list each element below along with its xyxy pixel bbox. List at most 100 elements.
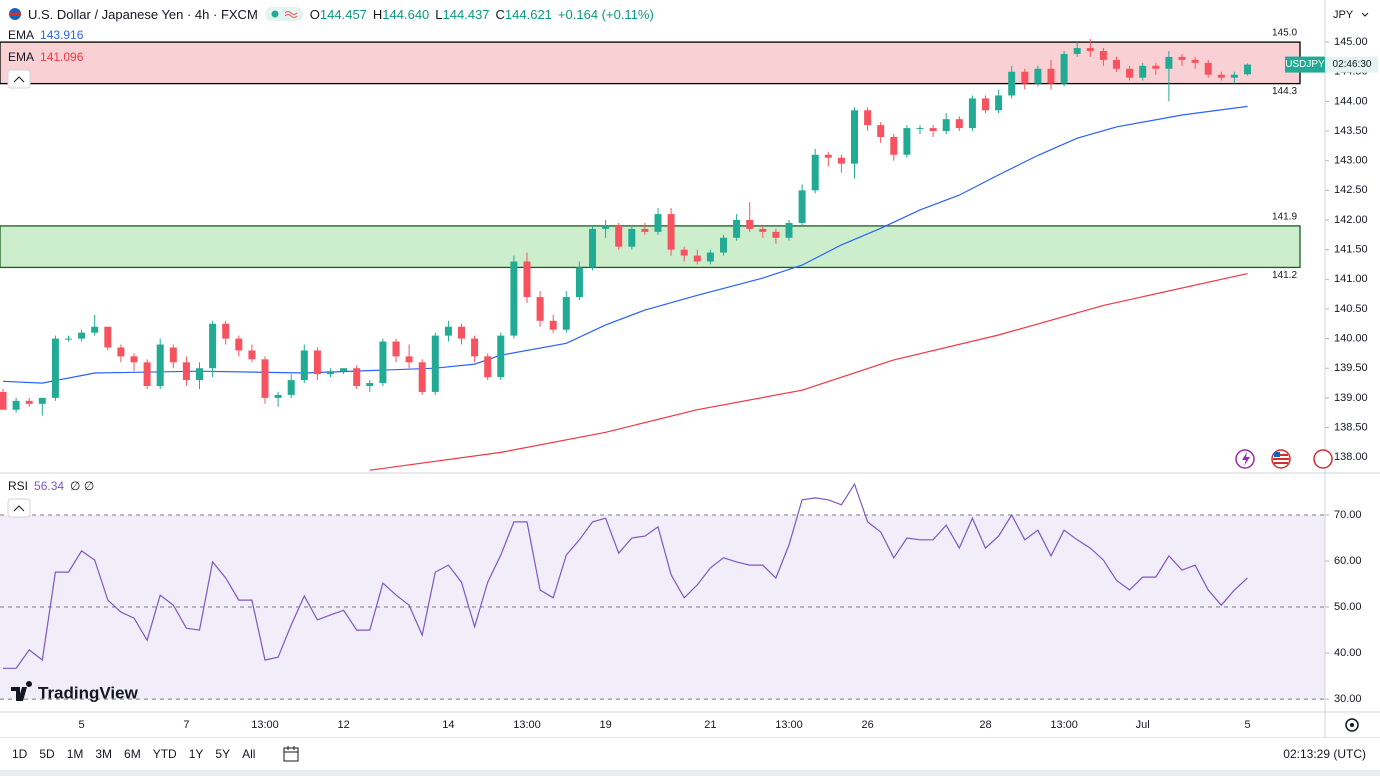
candle-body bbox=[143, 362, 151, 387]
candle-body bbox=[0, 391, 7, 410]
rsi-legend: RSI 56.34 ∅ ∅ bbox=[8, 479, 94, 493]
y-tick-label: 139.00 bbox=[1334, 392, 1368, 404]
x-tick-label: 5 bbox=[79, 719, 85, 731]
candle-body bbox=[1139, 65, 1147, 78]
timeframe-button[interactable]: 6M bbox=[124, 747, 141, 761]
candle-body bbox=[589, 228, 596, 268]
x-tick-label: 26 bbox=[861, 719, 873, 731]
candle-body bbox=[837, 157, 845, 164]
ohlc-values: O144.457 H144.640 L144.437 C144.621 bbox=[310, 7, 552, 22]
ema-name: EMA bbox=[8, 50, 35, 64]
candle-body bbox=[615, 225, 623, 247]
status-pill[interactable] bbox=[264, 6, 304, 22]
candle-body bbox=[720, 237, 727, 253]
candle-body bbox=[261, 359, 269, 398]
candle-body bbox=[1086, 48, 1094, 51]
x-tick-label: 21 bbox=[704, 719, 716, 731]
candle-body bbox=[602, 225, 610, 229]
candle-body bbox=[890, 136, 898, 155]
date-range-icon[interactable] bbox=[281, 744, 301, 764]
symbol-header: U.S. Dollar / Japanese Yen · 4h · FXCM O… bbox=[8, 6, 654, 22]
ohlc-label: L bbox=[435, 6, 443, 22]
candle-body bbox=[798, 190, 806, 223]
brand-logo bbox=[11, 681, 33, 701]
y-tick-label: 50.00 bbox=[1334, 601, 1362, 613]
calendar-body bbox=[283, 747, 299, 762]
timeframe-button[interactable]: 5Y bbox=[215, 747, 231, 761]
candle-body bbox=[1165, 56, 1173, 69]
timeframe-button[interactable]: 1M bbox=[66, 747, 84, 761]
candle-body bbox=[575, 267, 583, 298]
candle-body bbox=[824, 154, 832, 158]
candle-body bbox=[117, 347, 125, 357]
ema-legend: EMA 143.916 bbox=[8, 28, 83, 42]
candle-body bbox=[235, 338, 243, 351]
ema-legend: EMA 141.096 bbox=[8, 50, 83, 64]
candle-body bbox=[1178, 56, 1186, 60]
y-tick-label: 30.00 bbox=[1334, 693, 1362, 705]
timeframe-button[interactable]: 3M bbox=[95, 747, 113, 761]
collapse-button[interactable] bbox=[7, 69, 31, 89]
countdown-label: 02:46:30 bbox=[1333, 59, 1372, 70]
candle-body bbox=[156, 344, 164, 387]
ohlc-item: O144.457 bbox=[310, 7, 367, 22]
candle-body bbox=[405, 356, 413, 363]
timeframe-button[interactable]: 1D bbox=[12, 747, 28, 761]
candle-body bbox=[25, 400, 33, 404]
timeframe-button[interactable]: 5D bbox=[39, 747, 55, 761]
timeframe-button[interactable]: YTD bbox=[152, 747, 177, 761]
candle-body bbox=[1244, 64, 1251, 75]
collapse-icon bbox=[13, 505, 25, 512]
candle-body bbox=[929, 128, 937, 132]
symbol-tag bbox=[1285, 56, 1325, 73]
ohlc-value: 144.621 bbox=[504, 6, 552, 22]
collapse-icon bbox=[13, 76, 25, 83]
clock[interactable]: 02:13:29 (UTC) bbox=[1283, 747, 1366, 761]
x-tick-label: 7 bbox=[183, 719, 189, 731]
event-icon[interactable] bbox=[1313, 449, 1333, 469]
bottom-toolbar: 1D 5D 1M 3M 6M YTD 1Y 5Y All 02:13:29 (UTC) bbox=[0, 738, 1380, 770]
candle-body bbox=[1126, 68, 1134, 78]
settings-icon[interactable] bbox=[1345, 718, 1359, 732]
candle-body bbox=[706, 252, 714, 262]
ema-value: 143.916 bbox=[40, 28, 84, 42]
symbol-title[interactable]: U.S. Dollar / Japanese Yen · 4h · FXCM bbox=[28, 6, 258, 22]
pill-bg bbox=[264, 7, 303, 21]
candle-body bbox=[327, 371, 334, 375]
y-tick-label: 145.00 bbox=[1334, 36, 1368, 48]
timeframe-button[interactable]: All bbox=[242, 747, 256, 761]
bottom-strip bbox=[0, 770, 1380, 776]
zone-bottom-label: 144.3 bbox=[1272, 86, 1297, 97]
candle-body bbox=[785, 222, 793, 238]
pill-dot bbox=[271, 10, 279, 18]
candle-body bbox=[693, 255, 701, 262]
timeframes: 1D 5D 1M 3M 6M YTD 1Y 5Y All bbox=[6, 739, 261, 769]
price-change: +0.164 (+0.11%) bbox=[557, 6, 654, 22]
y-tick-label: 143.00 bbox=[1334, 155, 1368, 167]
y-tick-label: 138.50 bbox=[1334, 421, 1368, 433]
candle-body bbox=[549, 320, 557, 330]
candle-body bbox=[418, 362, 426, 392]
candle-body bbox=[562, 297, 570, 330]
x-tick-label: 19 bbox=[599, 719, 611, 731]
candle-body bbox=[1060, 53, 1068, 84]
ohlc-label: C bbox=[495, 6, 505, 22]
chart: 138.00 138.50 139.00 139.50 140.00 140.50 141.… bbox=[0, 0, 1380, 738]
x-tick-label: 13:00 bbox=[513, 719, 541, 731]
candle-body bbox=[968, 98, 976, 129]
currency-dropdown[interactable] bbox=[1361, 12, 1369, 17]
currency-label[interactable]: JPY bbox=[1333, 9, 1354, 21]
candle-body bbox=[379, 341, 387, 384]
candle-body bbox=[222, 323, 230, 339]
y-tick-label: 140.50 bbox=[1334, 303, 1368, 315]
collapse-button[interactable] bbox=[7, 498, 31, 518]
zone bbox=[0, 225, 1301, 269]
timeframe-button[interactable]: 1Y bbox=[188, 747, 204, 761]
candle-body bbox=[628, 228, 636, 247]
x-tick-label: 28 bbox=[979, 719, 991, 731]
candle-body bbox=[12, 400, 20, 410]
candle-body bbox=[995, 95, 1003, 111]
candle-body bbox=[759, 228, 767, 232]
rsi-line bbox=[3, 482, 1248, 669]
